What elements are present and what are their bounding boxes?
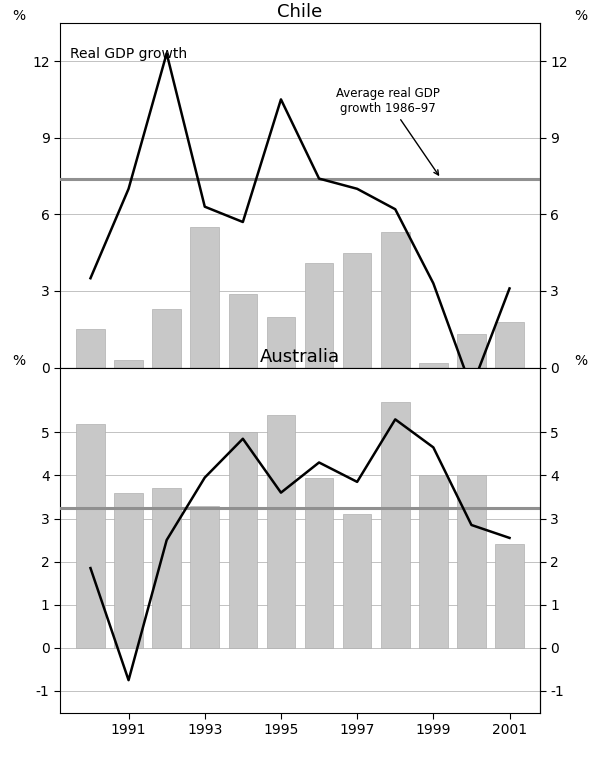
- Bar: [381, 402, 410, 648]
- Text: %: %: [574, 354, 587, 368]
- Text: Current account deficit
(per cent of GDP): Current account deficit (per cent of GDP…: [220, 392, 380, 424]
- Bar: [419, 362, 448, 368]
- Bar: [114, 360, 143, 368]
- Bar: [266, 415, 295, 648]
- Bar: [343, 252, 371, 368]
- Bar: [457, 334, 486, 368]
- Bar: [457, 475, 486, 648]
- Title: Chile: Chile: [277, 3, 323, 21]
- Bar: [114, 493, 143, 648]
- Bar: [76, 329, 105, 368]
- Bar: [381, 232, 410, 368]
- Bar: [419, 475, 448, 648]
- Bar: [152, 488, 181, 648]
- Bar: [305, 478, 334, 648]
- Bar: [152, 309, 181, 368]
- Bar: [495, 544, 524, 648]
- Bar: [229, 293, 257, 368]
- Text: %: %: [13, 354, 26, 368]
- Bar: [266, 317, 295, 368]
- Text: Average real GDP
growth 1986–97: Average real GDP growth 1986–97: [335, 86, 440, 175]
- Bar: [190, 506, 219, 648]
- Bar: [190, 227, 219, 368]
- Text: %: %: [574, 9, 587, 23]
- Bar: [495, 321, 524, 368]
- Text: Real GDP growth: Real GDP growth: [70, 47, 187, 61]
- Bar: [305, 263, 334, 368]
- Bar: [343, 514, 371, 648]
- Bar: [229, 432, 257, 648]
- Title: Australia: Australia: [260, 348, 340, 366]
- Bar: [76, 424, 105, 648]
- Text: %: %: [13, 9, 26, 23]
